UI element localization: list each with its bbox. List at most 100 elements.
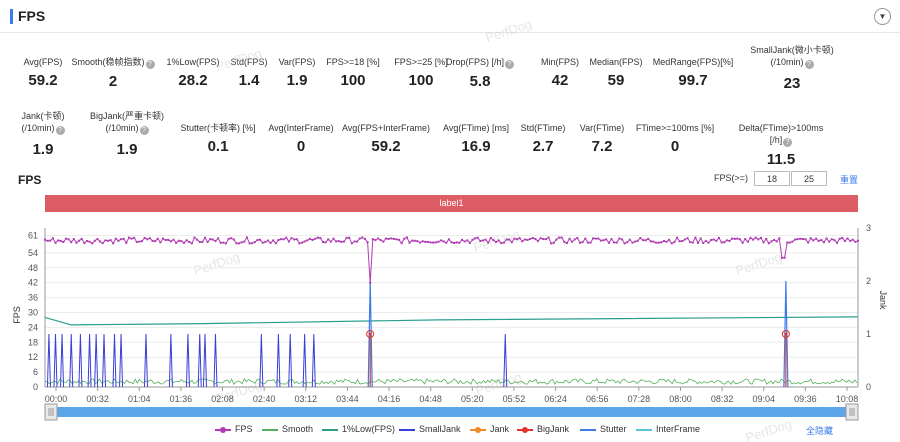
big-jank-marker[interactable] xyxy=(781,330,790,338)
fps-point xyxy=(335,240,338,243)
legend-label: FPS xyxy=(235,424,253,434)
metric-label-unit: (/10min)? xyxy=(82,122,172,135)
fps-point xyxy=(327,238,330,241)
label-band[interactable]: label1 xyxy=(45,195,858,212)
metric-label-unit: (/10min)? xyxy=(0,122,88,135)
fps-point xyxy=(434,241,437,244)
fps-point xyxy=(182,241,185,244)
fps-point xyxy=(293,238,296,241)
x-tick-label: 05:52 xyxy=(503,394,526,404)
fps-point xyxy=(537,240,540,243)
metric-value: 7.2 xyxy=(591,138,613,155)
fps-point xyxy=(752,238,755,241)
help-icon[interactable]: ? xyxy=(139,126,149,135)
fps-point xyxy=(526,238,529,241)
fps-point xyxy=(169,240,172,243)
fps-point xyxy=(141,240,144,243)
fps-point xyxy=(857,239,859,242)
fps-point xyxy=(560,236,563,239)
legend-item-interframe[interactable]: InterFrame xyxy=(636,424,700,434)
help-icon[interactable]: ? xyxy=(804,60,814,69)
small-jank-spike xyxy=(202,333,207,388)
small-jank-spike xyxy=(94,333,99,388)
fps-point xyxy=(167,238,170,241)
fps-point xyxy=(733,237,736,240)
fps-point xyxy=(770,240,773,243)
metric-value: 1.4 xyxy=(238,72,260,89)
fps-point xyxy=(408,241,411,244)
reset-button[interactable]: 重置 xyxy=(840,175,859,185)
metric-value: 100 xyxy=(408,72,434,89)
fps-point xyxy=(295,238,298,241)
y2-tick-label: 2 xyxy=(866,276,871,286)
fps-point xyxy=(122,237,125,240)
fps-point xyxy=(833,239,836,242)
watermark: PerfDog xyxy=(734,249,784,278)
time-range-slider[interactable] xyxy=(45,407,858,417)
fps-point xyxy=(518,237,521,240)
metric-1-low-fps: 1%Low(FPS) 28.2 xyxy=(148,56,238,89)
fps-point xyxy=(565,242,568,245)
x-tick-label: 09:04 xyxy=(752,394,775,404)
legend-item-stutter[interactable]: Stutter xyxy=(580,424,627,434)
help-icon[interactable]: ? xyxy=(783,138,793,147)
fps-point xyxy=(725,239,728,242)
fps-point xyxy=(421,240,424,243)
metric-label: Delta(FTime)>100ms [/h]? xyxy=(738,123,824,147)
fps-threshold-input-2[interactable] xyxy=(791,171,827,186)
fps-point xyxy=(303,240,306,243)
hide-all-button[interactable]: 全隐藏 xyxy=(806,426,834,436)
small-jank-spike xyxy=(53,333,58,388)
legend-label: Jank xyxy=(490,424,510,434)
fps-point xyxy=(479,239,482,242)
fps-point xyxy=(757,238,760,241)
legend-item-fps[interactable]: FPS xyxy=(215,424,253,434)
help-icon[interactable]: ? xyxy=(505,60,514,69)
fps-point xyxy=(426,240,429,243)
help-icon[interactable]: ? xyxy=(55,126,65,135)
fps-point xyxy=(120,238,123,241)
x-tick-label: 08:32 xyxy=(711,394,734,404)
series-fps-line xyxy=(44,236,859,283)
collapse-chevron-icon[interactable]: ▼ xyxy=(874,8,891,25)
big-jank-marker[interactable] xyxy=(366,330,375,338)
y2-tick-label: 0 xyxy=(866,382,871,392)
fps-point xyxy=(72,238,75,241)
fps-point xyxy=(243,240,246,243)
fps-point xyxy=(497,239,500,242)
fps-point xyxy=(403,237,406,240)
legend-swatch-icon xyxy=(215,426,231,434)
fps-point xyxy=(442,240,445,243)
fps-point xyxy=(807,241,810,244)
fps-point xyxy=(492,239,495,242)
y-tick-label: 42 xyxy=(28,278,38,288)
fps-point xyxy=(314,237,317,240)
fps-point xyxy=(238,242,241,245)
fps-point xyxy=(398,238,401,241)
fps-point xyxy=(374,239,377,242)
fps-point xyxy=(704,239,707,242)
fps-point xyxy=(366,241,369,244)
fps-point xyxy=(641,239,644,242)
fps-point xyxy=(505,238,508,241)
fps-point xyxy=(594,237,597,240)
small-jank-spike xyxy=(311,333,316,388)
help-icon[interactable]: ? xyxy=(145,60,155,69)
fps-point xyxy=(547,236,550,239)
legend-item-smalljank[interactable]: SmallJank xyxy=(399,424,461,434)
legend-item-jank[interactable]: Jank xyxy=(470,424,509,434)
fps-point xyxy=(350,242,353,245)
small-jank-spike xyxy=(69,333,74,388)
y-tick-label: 36 xyxy=(28,293,38,303)
fps-point xyxy=(51,237,54,240)
fps-point xyxy=(240,241,243,244)
metric-label: Smooth(稳帧指数)? xyxy=(68,56,158,69)
fps-point xyxy=(356,240,359,243)
legend-item-bigjank[interactable]: BigJank xyxy=(517,424,569,434)
fps-point xyxy=(332,237,335,240)
legend-item-smooth[interactable]: Smooth xyxy=(262,424,313,434)
fps-threshold-input-1[interactable] xyxy=(754,171,790,186)
fps-point xyxy=(767,242,770,245)
legend-item-1-low-fps[interactable]: 1%Low(FPS) xyxy=(322,424,395,434)
metric-value: 23 xyxy=(783,75,801,92)
